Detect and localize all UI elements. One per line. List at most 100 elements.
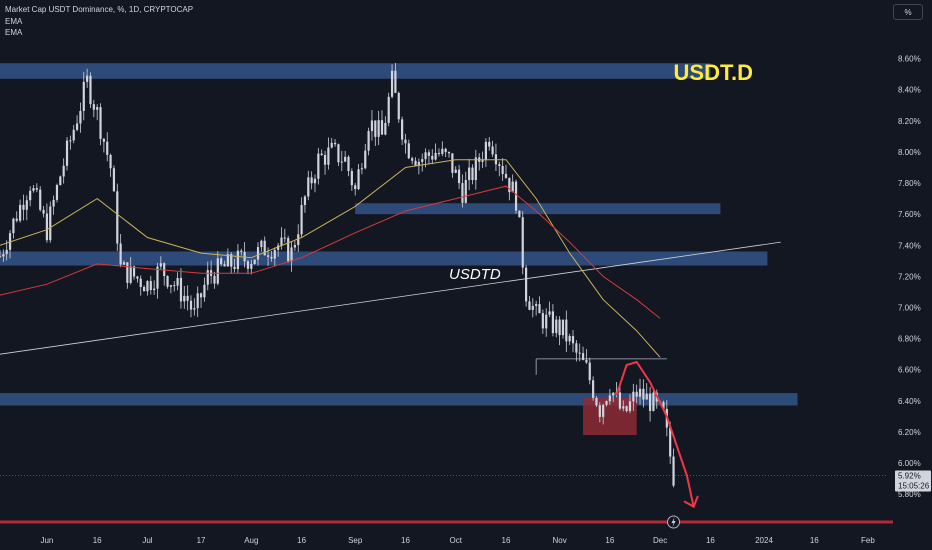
candle xyxy=(220,256,223,267)
candle xyxy=(401,116,404,146)
candle-body xyxy=(504,173,508,178)
candle-body xyxy=(173,285,176,287)
candle-body xyxy=(32,188,35,191)
y-tick-label: 5.80% xyxy=(898,490,921,499)
candle xyxy=(142,285,146,292)
candle-body xyxy=(618,392,622,409)
candle xyxy=(491,140,494,157)
candle xyxy=(82,71,85,121)
y-tick-label: 6.00% xyxy=(898,459,921,468)
candle xyxy=(287,235,290,263)
candle-body xyxy=(652,392,655,411)
candle xyxy=(545,308,548,337)
indicator-ema-2[interactable]: EMA xyxy=(5,28,23,37)
candle xyxy=(555,315,558,338)
candle-body xyxy=(166,276,169,287)
candle xyxy=(126,262,129,289)
candle-body xyxy=(220,258,223,265)
candle-body xyxy=(79,110,82,124)
candle xyxy=(414,157,417,167)
y-tick-label: 6.40% xyxy=(898,397,921,406)
candle-body xyxy=(421,159,424,162)
candle-body xyxy=(132,266,136,277)
candle-body xyxy=(437,152,441,154)
candle-body xyxy=(287,238,290,262)
candle-body xyxy=(417,161,420,166)
candle-body xyxy=(447,152,451,154)
candle-body xyxy=(571,336,575,344)
candle xyxy=(394,63,397,94)
forecast-arrow-head xyxy=(683,495,699,509)
unit-button[interactable]: % xyxy=(893,4,923,20)
candle-body xyxy=(307,177,310,197)
candle xyxy=(528,296,531,311)
candle-body xyxy=(508,177,511,193)
candle-body xyxy=(12,218,15,234)
candle xyxy=(535,300,538,316)
x-tick-label: 16 xyxy=(297,536,306,545)
candle-body xyxy=(578,352,581,354)
candle-body xyxy=(501,165,504,174)
candle-body xyxy=(635,391,638,397)
candle xyxy=(390,64,394,99)
candle-body xyxy=(414,160,417,166)
candle-body xyxy=(116,191,119,244)
candle xyxy=(132,265,136,280)
candle xyxy=(468,158,471,191)
candle xyxy=(307,170,310,201)
candle xyxy=(179,268,183,309)
candle-body xyxy=(102,138,105,142)
candle-body xyxy=(223,264,226,267)
candle xyxy=(75,115,79,132)
candle-body xyxy=(283,237,286,239)
candle xyxy=(196,286,199,318)
candle-body xyxy=(514,181,518,211)
candle xyxy=(478,153,481,171)
candle xyxy=(89,72,92,109)
candle-body xyxy=(5,249,8,255)
candle xyxy=(347,155,350,177)
candle xyxy=(156,262,159,299)
candle-body xyxy=(511,181,514,193)
candle-body xyxy=(52,199,55,207)
x-tick-label: Dec xyxy=(653,536,667,545)
candle xyxy=(129,257,132,285)
candle xyxy=(612,391,615,402)
candle xyxy=(139,275,142,296)
candle-body xyxy=(632,391,635,402)
candle xyxy=(642,379,645,408)
candle-body xyxy=(260,240,263,248)
candle xyxy=(578,343,581,362)
candle xyxy=(514,179,518,214)
x-tick-label: Sep xyxy=(348,536,363,545)
candle xyxy=(327,137,330,170)
candle-body xyxy=(387,96,390,123)
candle xyxy=(116,183,119,252)
candle-body xyxy=(310,177,313,184)
candle-body xyxy=(300,204,303,235)
candle xyxy=(380,110,384,135)
candle-body xyxy=(468,167,471,180)
candle-body xyxy=(628,401,632,412)
candle-body xyxy=(565,319,568,342)
candle xyxy=(645,383,648,400)
candle xyxy=(635,384,638,403)
candle-body xyxy=(226,254,229,267)
candle xyxy=(565,310,568,353)
event-marker[interactable] xyxy=(667,515,681,529)
candle xyxy=(625,405,628,413)
candle-body xyxy=(129,266,132,283)
y-tick-label: 8.40% xyxy=(898,86,921,95)
candle xyxy=(136,275,139,283)
candle-body xyxy=(384,122,387,135)
x-tick-label: 16 xyxy=(401,536,410,545)
candle-body xyxy=(303,196,307,205)
ema-fast-line xyxy=(0,159,661,358)
indicator-ema-1[interactable]: EMA xyxy=(5,17,23,26)
candle-body xyxy=(203,284,206,298)
candle xyxy=(581,346,585,361)
candle xyxy=(99,103,102,146)
candle xyxy=(122,260,126,266)
candle-body xyxy=(199,293,203,298)
